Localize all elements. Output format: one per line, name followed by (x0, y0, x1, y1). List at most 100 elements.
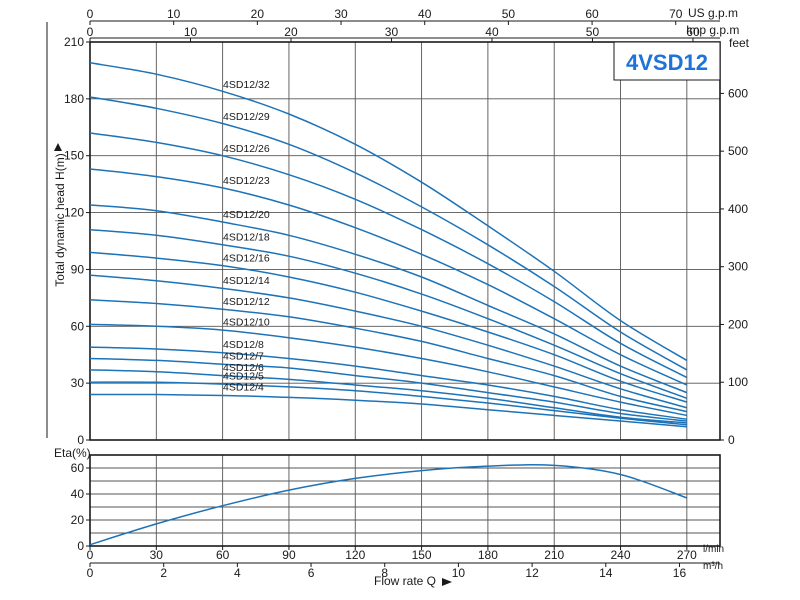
lmin-tick-label: 60 (216, 548, 230, 562)
curve-label: 4SD12/23 (223, 175, 270, 187)
lmin-ticks: 0 30 60 90 120 150 180 210 240 270 (87, 546, 697, 562)
feet-tick-label: 0 (728, 433, 735, 447)
m3h-tick-label: 12 (525, 566, 539, 580)
feet-axis-ticks: 0 100 200 300 400 500 600 (720, 86, 748, 447)
head-y-tick-label: 180 (64, 92, 84, 106)
curve-label: 4SD12/8 (223, 339, 264, 351)
head-curve-4sd12-6 (89, 369, 687, 424)
lmin-tick-label: 180 (478, 548, 498, 562)
curve-label: 4SD12/14 (223, 275, 270, 287)
us-gpm-tick-label: 40 (418, 7, 432, 21)
head-curve-4sd12-18 (89, 228, 688, 400)
lmin-tick-label: 210 (544, 548, 564, 562)
imp-gpm-ticks: 0 10 20 30 40 50 60 (87, 25, 700, 42)
head-axis-arrow-icon (54, 143, 62, 151)
curve-label: 4SD12/12 (223, 296, 270, 308)
flow-axis-arrow-icon (442, 578, 452, 586)
model-title-box: 4VSD12 (613, 41, 721, 81)
m3h-tick-label: 16 (673, 566, 687, 580)
eta-chart-frame (89, 454, 721, 547)
m3h-tick-label: 10 (452, 566, 466, 580)
m3h-tick-label: 0 (87, 566, 94, 580)
imp-gpm-tick-label: 20 (284, 25, 298, 39)
curve-label: 4SD12/26 (223, 143, 270, 155)
head-curve-4sd12-26 (89, 132, 688, 379)
curve-label: 4SD12/32 (223, 79, 270, 91)
head-axis-label: Total dynamic head H(m) (53, 153, 67, 286)
curve-label: 4SD12/10 (223, 317, 270, 329)
imp-gpm-tick-label: 30 (385, 25, 399, 39)
lmin-tick-label: 150 (412, 548, 432, 562)
head-y-tick-label: 210 (64, 35, 84, 49)
model-title: 4VSD12 (626, 50, 708, 75)
feet-tick-label: 400 (728, 202, 748, 216)
eta-y-tick-label: 0 (77, 539, 84, 553)
head-y-tick-label: 0 (77, 433, 84, 447)
m3h-tick-label: 6 (308, 566, 315, 580)
efficiency-chart: 0 20 40 60 Eta(%) (54, 446, 721, 553)
feet-tick-label: 200 (728, 317, 748, 331)
imp-gpm-tick-label: 10 (184, 25, 198, 39)
us-gpm-tick-label: 0 (87, 7, 94, 21)
head-curves (89, 62, 688, 428)
eta-y-tick-label: 60 (71, 461, 85, 475)
imp-gpm-tick-label: 40 (485, 25, 499, 39)
eta-axis-label: Eta(%) (54, 446, 91, 460)
us-gpm-ticks: 0 10 20 30 40 50 60 70 (87, 7, 683, 25)
feet-tick-label: 100 (728, 375, 748, 389)
eta-y-tick-label: 20 (71, 513, 85, 527)
head-curve-4sd12-8 (89, 346, 687, 420)
us-gpm-tick-label: 50 (502, 7, 516, 21)
lmin-tick-label: 90 (282, 548, 296, 562)
eta-y-ticks: 0 20 40 60 (71, 461, 90, 553)
head-curve-4sd12-20 (89, 204, 688, 394)
us-gpm-tick-label: 20 (251, 7, 265, 21)
eta-curve (89, 464, 688, 546)
lmin-tick-label: 30 (150, 548, 164, 562)
curve-label: 4SD12/20 (223, 209, 270, 221)
head-curve-4sd12-4 (89, 393, 687, 428)
imp-gpm-tick-label: 0 (87, 25, 94, 39)
model-title-frame (613, 41, 721, 81)
head-y-tick-label: 60 (71, 319, 85, 333)
imp-gpm-tick-label: 60 (686, 25, 700, 39)
m3h-ticks: 0 2 4 6 8 10 12 14 16 (87, 563, 687, 580)
curve-label: 4SD12/18 (223, 232, 270, 244)
feet-tick-label: 600 (728, 86, 748, 100)
head-y-tick-label: 150 (64, 149, 84, 163)
m3h-tick-label: 14 (599, 566, 613, 580)
head-grid (90, 42, 720, 440)
curve-label: 4SD12/5 (223, 370, 264, 382)
us-gpm-tick-label: 30 (334, 7, 348, 21)
lmin-tick-label: 240 (611, 548, 631, 562)
head-curve-4sd12-10 (89, 323, 687, 417)
imp-gpm-label: Imp g.p.m (686, 23, 739, 37)
head-curve-4sd12-32 (89, 62, 688, 362)
lmin-tick-label: 270 (677, 548, 697, 562)
top-axes: 0 10 20 30 40 50 60 70 0 10 20 30 40 50 60 US g.p.m I… (87, 6, 739, 42)
head-curve-4sd12-23 (89, 168, 688, 386)
head-y-tick-label: 120 (64, 206, 84, 220)
lmin-tick-label: 0 (87, 548, 94, 562)
feet-tick-label: 500 (728, 144, 748, 158)
efficiency-line (89, 464, 688, 546)
curve-label: 4SD12/16 (223, 252, 270, 264)
feet-axis-label: feet (729, 36, 750, 50)
imp-gpm-tick-label: 50 (586, 25, 600, 39)
head-y-tick-label: 30 (71, 376, 85, 390)
curve-label: 4SD12/29 (223, 111, 270, 123)
curve-label: 4SD12/7 (223, 350, 264, 362)
us-gpm-label: US g.p.m (688, 6, 738, 20)
m3h-unit-label: m³/h (703, 561, 723, 572)
head-curve-4sd12-29 (89, 96, 688, 371)
head-chart-frame (89, 41, 721, 441)
lmin-tick-label: 120 (345, 548, 365, 562)
head-curve-4sd12-12 (89, 299, 687, 413)
m3h-tick-label: 8 (381, 566, 388, 580)
m3h-tick-label: 2 (160, 566, 167, 580)
curve-label: 4SD12/6 (223, 362, 264, 374)
head-curve-4sd12-5 (89, 381, 687, 426)
lmin-unit-label: l/min (703, 544, 724, 555)
